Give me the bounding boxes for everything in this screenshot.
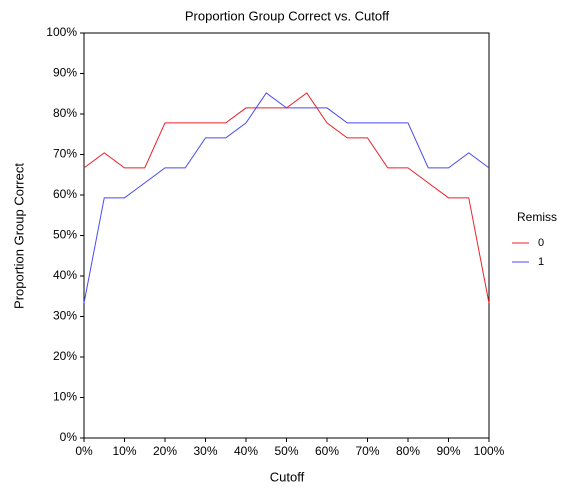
y-tick-label: 100% <box>46 25 77 39</box>
x-tick-label: 30% <box>193 444 217 458</box>
x-tick-label: 60% <box>315 444 339 458</box>
x-tick-label: 90% <box>436 444 460 458</box>
y-tick-label: 0% <box>60 430 78 444</box>
x-tick-label: 100% <box>474 444 505 458</box>
y-tick-label: 10% <box>53 390 77 404</box>
x-tick-label: 70% <box>355 444 379 458</box>
y-axis-label: Proportion Group Correct <box>11 163 26 309</box>
y-tick-label: 30% <box>53 309 77 323</box>
y-tick-label: 60% <box>53 187 77 201</box>
x-axis-label: Cutoff <box>270 469 305 484</box>
plot-frame <box>83 32 490 439</box>
y-tick-label: 90% <box>53 66 77 80</box>
y-tick-label: 70% <box>53 147 77 161</box>
series-line <box>83 92 490 304</box>
legend-label: 0 <box>538 237 544 249</box>
x-tick-label: 0% <box>75 444 93 458</box>
x-tick-label: 20% <box>153 444 177 458</box>
x-tick-label: 50% <box>274 444 298 458</box>
y-tick-label: 50% <box>53 228 77 242</box>
y-tick-label: 80% <box>53 106 77 120</box>
x-tick-label: 40% <box>234 444 258 458</box>
y-tick-label: 40% <box>53 268 77 282</box>
series-line <box>83 92 490 304</box>
legend-label: 1 <box>538 256 544 268</box>
x-tick-label: 10% <box>112 444 136 458</box>
x-tick-label: 80% <box>396 444 420 458</box>
y-tick-label: 20% <box>53 349 77 363</box>
chart-title: Proportion Group Correct vs. Cutoff <box>185 8 390 23</box>
legend-title: Remiss <box>517 210 557 224</box>
